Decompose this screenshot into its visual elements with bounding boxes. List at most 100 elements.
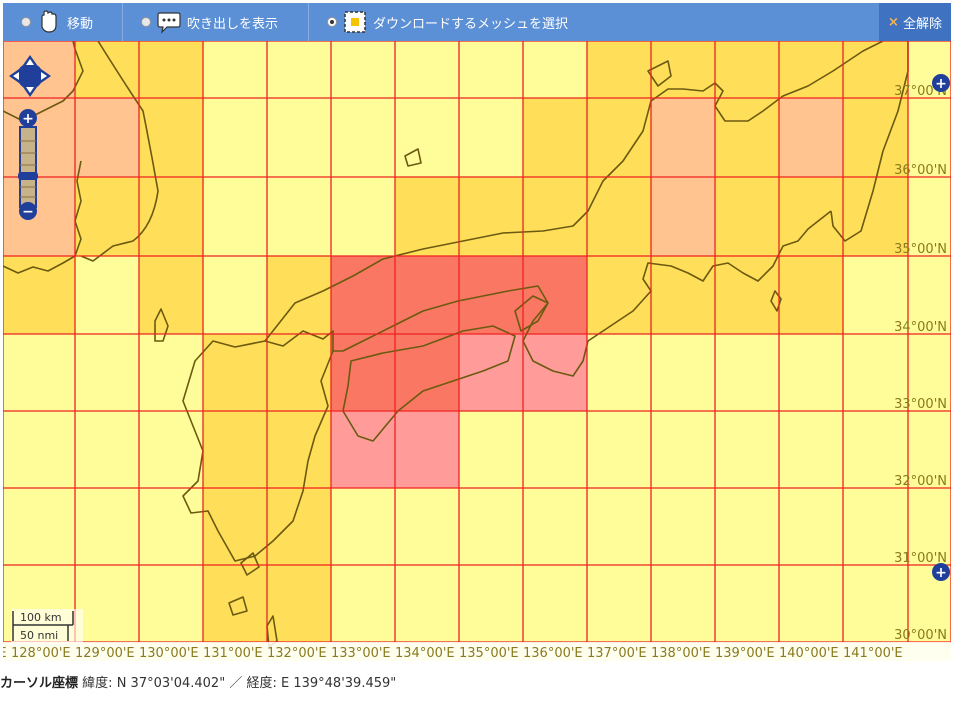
cursor-coordinates: カーソル座標 緯度: N 37°03'04.402" ／ 経度: E 139°4… [0,672,396,691]
mesh-cell[interactable] [779,256,843,334]
mesh-cell[interactable] [715,177,779,256]
mesh-cell[interactable] [459,177,523,256]
mode-balloon-label: 吹き出しを表示 [187,16,279,32]
longitude-label: 136°00'E [523,646,583,661]
longitude-labels: 127°00'E 128°00'E 129°00'E 130°00'E 131°00'E… [3,646,903,661]
latitude-label: 30°00'N [894,628,947,643]
mesh-cell[interactable] [203,565,267,642]
separator: ／ [229,676,243,691]
latitude-label: 33°00'N [894,397,947,412]
mesh-cell[interactable] [587,256,651,334]
mesh-cell[interactable] [267,565,331,642]
latitude-value: N 37°03'04.402" [116,676,226,691]
mesh-cell[interactable] [395,411,459,488]
mesh-cell[interactable] [779,41,843,98]
svg-text:+: + [935,565,947,581]
mesh-cell[interactable] [203,411,267,488]
mesh-cell[interactable] [587,41,651,98]
longitude-label: 131°00'E [203,646,263,661]
latitude-label: 31°00'N [894,551,947,566]
mesh-cell[interactable] [203,488,267,565]
mesh-cell[interactable] [523,98,587,177]
zoom-out-button [19,202,37,220]
longitude-label: 130°00'E [139,646,199,661]
mesh-cell[interactable] [331,256,395,334]
expand-button[interactable]: + [932,74,950,92]
mesh-cell[interactable] [715,41,779,98]
hand-icon [37,10,61,34]
mesh-cell[interactable] [395,177,459,256]
longitude-label: 135°00'E [459,646,519,661]
longitude-label: 129°00'E [75,646,135,661]
mesh-cell[interactable] [139,41,203,98]
mesh-cell[interactable] [651,256,715,334]
longitude-label: 138°00'E [651,646,711,661]
mesh-cell[interactable] [203,334,267,411]
mode-move-radio[interactable] [21,17,31,27]
mesh-cell[interactable] [843,177,908,256]
mesh-cell[interactable] [459,334,523,411]
mesh-cell[interactable] [267,334,331,411]
scale-bar: 100 km 50 nmi [11,609,83,643]
zoom-slider [19,126,37,208]
mesh-cell[interactable] [267,488,331,565]
mode-select-option[interactable]: ダウンロードするメッシュを選択 [309,3,589,41]
scale-nmi-label: 50 nmi [20,629,58,642]
mesh-cell[interactable] [651,98,715,177]
longitude-label: 132°00'E [267,646,327,661]
longitude-label: 127°00'E [3,646,7,661]
mesh-cell[interactable] [651,177,715,256]
mesh-cell[interactable] [395,334,459,411]
clear-all-button[interactable]: × 全解除 [879,3,951,41]
mesh-cell[interactable] [267,256,331,334]
mesh-cell[interactable] [139,177,203,256]
longitude-value: E 139°48'39.459" [281,676,397,691]
longitude-label: 141°00'E [843,646,903,661]
zoom-in-button [19,109,37,127]
mesh-cell[interactable] [779,98,843,177]
mode-select-label: ダウンロードするメッシュを選択 [373,16,569,32]
longitude-label: 経度: [246,676,277,691]
mesh-cell[interactable] [843,41,908,98]
mesh-cell[interactable] [523,334,587,411]
svg-text:+: + [935,76,947,92]
zoom-slider-handle [18,172,38,180]
mesh-cell[interactable] [523,177,587,256]
mode-balloon-radio[interactable] [141,17,151,27]
mesh-cell[interactable] [331,334,395,411]
mesh-cell[interactable] [3,256,75,334]
latitude-label: 32°00'N [894,474,947,489]
latitude-label: 34°00'N [894,320,947,335]
longitude-label: 139°00'E [715,646,775,661]
cursor-coordinates-label: カーソル座標 [0,676,79,691]
mode-move-option[interactable]: 移動 [3,3,123,41]
mode-select-radio[interactable] [327,17,337,27]
pan-control[interactable] [9,55,51,97]
toolbar: 移動 吹き出しを表示 ダウンロードするメッシュを選択 × 全解除 [3,3,951,41]
svg-text:+: + [22,111,34,127]
longitude-label: 137°00'E [587,646,647,661]
mesh-cell[interactable] [331,411,395,488]
mesh-cell[interactable] [75,98,139,177]
mode-balloon-option[interactable]: 吹き出しを表示 [123,3,309,41]
mesh-cell[interactable] [75,177,139,256]
mesh-cell[interactable] [587,177,651,256]
mesh-cell[interactable] [587,98,651,177]
mesh-cell[interactable] [715,256,779,334]
mesh-cell[interactable] [139,98,203,177]
scale-km-label: 100 km [20,611,62,624]
mesh-cell[interactable] [395,256,459,334]
mesh-cell[interactable] [3,177,75,256]
mesh-cell[interactable] [3,98,75,177]
mesh-cell[interactable] [139,256,203,334]
latitude-label: 36°00'N [894,163,947,178]
mesh-cell[interactable] [715,98,779,177]
longitude-label: 134°00'E [395,646,455,661]
latitude-label: 緯度: [82,676,113,691]
speech-balloon-icon [157,10,181,34]
close-icon: × [888,14,899,30]
longitude-label: 128°00'E [11,646,71,661]
map[interactable]: 37°00'N 36°00'N 35°00'N 34°00'N 33°00'N 32°00… [3,41,951,661]
zoom-control[interactable]: + − [18,109,38,220]
expand-button[interactable]: + [932,563,950,581]
